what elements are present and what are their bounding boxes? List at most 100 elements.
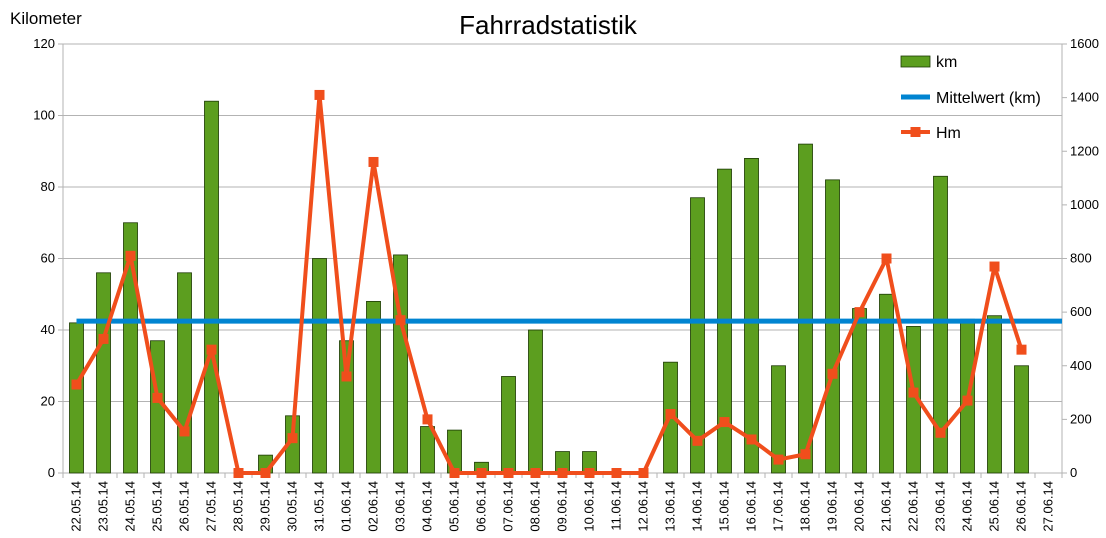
- x-tick-label: 27.06.14: [1041, 481, 1056, 532]
- hm-marker: [962, 395, 973, 406]
- x-axis-ticks: 22.05.14 23.05.14 24.05.14 25.05.14 26.05.14…: [69, 481, 1056, 532]
- right-axis-ticks: 0 200 400 600 800 1000 1200 1400 1600: [1070, 36, 1099, 480]
- x-tick-label: 08.06.14: [528, 481, 543, 532]
- x-tick-label: 03.06.14: [393, 481, 408, 532]
- hm-marker: [584, 468, 595, 478]
- x-tick-label: 26.06.14: [1014, 481, 1029, 532]
- legend-km-label: km: [936, 54, 957, 71]
- y-tick-label: 40: [41, 322, 55, 337]
- km-bar: [312, 258, 327, 474]
- km-bars: [69, 100, 1029, 474]
- x-tick-label: 16.06.14: [744, 481, 759, 532]
- x-tick-label: 25.05.14: [150, 481, 165, 532]
- x-tick-label: 15.06.14: [717, 481, 732, 532]
- x-tick-label: 23.05.14: [96, 481, 111, 532]
- hm-marker: [611, 468, 622, 478]
- hm-marker: [260, 468, 271, 478]
- x-tick-label: 12.06.14: [636, 481, 651, 532]
- hm-marker: [881, 253, 892, 264]
- x-tick-label: 13.06.14: [663, 481, 678, 532]
- y2-tick-label: 400: [1070, 358, 1092, 373]
- left-axis-ticks: 0 20 40 60 80 100 120: [33, 36, 55, 480]
- y2-tick-label: 1400: [1070, 90, 1099, 105]
- km-bar: [1014, 365, 1029, 474]
- km-bar: [852, 308, 867, 474]
- hm-marker: [908, 387, 919, 398]
- y-tick-label: 20: [41, 394, 55, 409]
- km-bar: [204, 100, 219, 474]
- hm-marker: [773, 454, 784, 465]
- hm-marker: [935, 427, 946, 438]
- x-tick-label: 04.06.14: [420, 481, 435, 532]
- y2-tick-label: 600: [1070, 304, 1092, 319]
- y-tick-label: 100: [33, 108, 55, 123]
- y2-tick-label: 200: [1070, 411, 1092, 426]
- hm-marker: [746, 434, 757, 445]
- hm-marker: [449, 468, 460, 478]
- x-tick-label: 23.06.14: [933, 481, 948, 532]
- x-tick-label: 22.06.14: [906, 481, 921, 532]
- x-tick-label: 29.05.14: [258, 481, 273, 532]
- y2-tick-label: 0: [1070, 465, 1077, 480]
- x-tick-label: 27.05.14: [204, 481, 219, 532]
- x-tick-label: 25.06.14: [987, 481, 1002, 532]
- hm-marker: [233, 468, 244, 478]
- x-tick-label: 06.06.14: [474, 481, 489, 532]
- x-tick-label: 01.06.14: [339, 481, 354, 532]
- x-tick-label: 02.06.14: [366, 481, 381, 532]
- x-tick-label: 07.06.14: [501, 481, 516, 532]
- hm-marker: [719, 417, 730, 428]
- y2-tick-label: 1000: [1070, 197, 1099, 212]
- x-tick-label: 18.06.14: [798, 481, 813, 532]
- hm-line-path: [74, 92, 1024, 475]
- km-bar: [987, 315, 1002, 474]
- x-tick-label: 24.06.14: [960, 481, 975, 532]
- km-bar: [771, 365, 786, 474]
- km-bar: [744, 157, 759, 474]
- x-tick-label: 10.06.14: [582, 481, 597, 532]
- y-tick-label: 80: [41, 179, 55, 194]
- x-tick-label: 14.06.14: [690, 481, 705, 532]
- km-bar: [528, 329, 543, 474]
- hm-marker: [98, 333, 109, 344]
- y-tick-label: 0: [48, 465, 55, 480]
- km-bar: [420, 426, 435, 474]
- legend: km Mittelwert (km) Hm: [900, 54, 1041, 142]
- x-tick-label: 09.06.14: [555, 481, 570, 532]
- y2-tick-label: 1200: [1070, 143, 1099, 158]
- hm-line: [71, 89, 1027, 478]
- hm-marker: [665, 409, 676, 420]
- hm-marker: [800, 449, 811, 460]
- hm-marker: [476, 468, 487, 478]
- y-tick-label: 120: [33, 36, 55, 51]
- hm-marker: [692, 435, 703, 446]
- x-tick-label: 11.06.14: [609, 481, 624, 531]
- gridlines: [58, 43, 1067, 474]
- hm-marker: [503, 468, 514, 478]
- x-tick-label: 31.05.14: [312, 481, 327, 532]
- km-bar: [933, 175, 948, 474]
- x-tick-label: 24.05.14: [123, 481, 138, 532]
- hm-marker: [827, 368, 838, 379]
- hm-marker: [530, 468, 541, 478]
- hm-marker: [341, 371, 352, 382]
- x-tick-label: 05.06.14: [447, 481, 462, 532]
- hm-marker: [152, 392, 163, 403]
- y2-tick-label: 800: [1070, 251, 1092, 266]
- y-axis-label: Kilometer: [10, 9, 82, 28]
- hm-marker: [314, 89, 325, 100]
- legend-km-swatch: [900, 55, 931, 68]
- y2-tick-label: 1600: [1070, 36, 1099, 51]
- legend-hm-label: Hm: [936, 125, 961, 142]
- legend-mean-label: Mittelwert (km): [936, 90, 1041, 107]
- hm-marker: [638, 468, 649, 478]
- y-tick-label: 60: [41, 251, 55, 266]
- hm-marker: [1016, 344, 1027, 355]
- km-bar: [825, 179, 840, 474]
- hm-marker: [989, 261, 1000, 272]
- x-tick-label: 19.06.14: [825, 481, 840, 532]
- x-tick-label: 17.06.14: [771, 481, 786, 532]
- km-bar: [690, 197, 705, 474]
- hm-marker: [395, 315, 406, 326]
